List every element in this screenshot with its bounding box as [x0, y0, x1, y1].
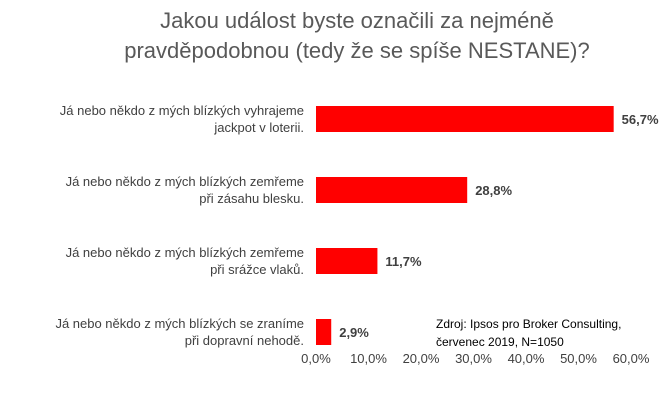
- value-label: 56,7%: [622, 112, 659, 127]
- chart-title: Jakou událost byste označili za nejméně p…: [124, 8, 590, 63]
- bar: [316, 319, 332, 345]
- x-tick-label: 20,0%: [403, 351, 440, 366]
- source-note-line: červenec 2019, N=1050: [436, 335, 564, 349]
- bar: [316, 177, 468, 203]
- x-tick-label: 60,0%: [613, 351, 650, 366]
- x-tick-label: 0,0%: [301, 351, 331, 366]
- category-labels: Já nebo někdo z mých blízkých vyhrajeme j…: [55, 103, 304, 348]
- x-tick-label: 50,0%: [560, 351, 597, 366]
- category-label: Já nebo někdo z mých blízkých zemřeme při…: [66, 245, 304, 277]
- bar: [316, 248, 378, 274]
- category-label-line: Já nebo někdo z mých blízkých zemřeme: [66, 245, 304, 260]
- source-note: Zdroj: Ipsos pro Broker Consulting, červe…: [436, 317, 621, 349]
- chart-title-line: pravděpodobnou (tedy že se spíše NESTANE…: [124, 38, 590, 63]
- category-label-line: Já nebo někdo z mých blízkých vyhrajeme: [60, 103, 304, 118]
- category-label: Já nebo někdo z mých blízkých vyhrajeme j…: [60, 103, 304, 135]
- category-label: Já nebo někdo z mých blízkých se zraníme…: [55, 316, 304, 348]
- category-label-line: při zásahu blesku.: [199, 191, 304, 206]
- value-label: 2,9%: [339, 325, 369, 340]
- x-axis-ticks: 0,0% 10,0% 20,0% 30,0% 40,0% 50,0% 60,0%: [301, 351, 650, 366]
- bars: [316, 106, 614, 345]
- category-label-line: jackpot v loterii.: [213, 120, 304, 135]
- value-label: 28,8%: [475, 183, 512, 198]
- value-labels: 56,7% 28,8% 11,7% 2,9%: [339, 112, 659, 340]
- source-note-line: Zdroj: Ipsos pro Broker Consulting,: [436, 317, 621, 331]
- chart-title-line: Jakou událost byste označili za nejméně: [160, 8, 554, 33]
- category-label-line: Já nebo někdo z mých blízkých zemřeme: [66, 174, 304, 189]
- category-label-line: při srážce vlaků.: [210, 262, 304, 277]
- category-label: Já nebo někdo z mých blízkých zemřeme při…: [66, 174, 304, 206]
- bar: [316, 106, 614, 132]
- x-tick-label: 10,0%: [350, 351, 387, 366]
- category-label-line: Já nebo někdo z mých blízkých se zraníme: [55, 316, 304, 331]
- x-tick-label: 40,0%: [508, 351, 545, 366]
- value-label: 11,7%: [385, 254, 422, 269]
- category-label-line: při dopravní nehodě.: [185, 333, 304, 348]
- x-tick-label: 30,0%: [455, 351, 492, 366]
